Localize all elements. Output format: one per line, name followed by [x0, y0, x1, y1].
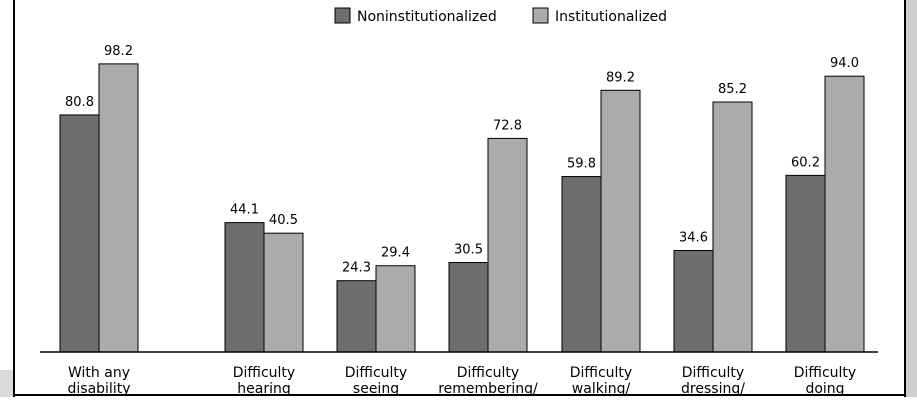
bar-noninstitutionalized-4 — [561, 176, 602, 353]
bar-institutionalized-5 — [712, 101, 753, 353]
data-label-noninstitutionalized-4: 59.8 — [567, 157, 596, 172]
legend-swatch-institutionalized — [532, 7, 549, 24]
bar-institutionalized-6 — [824, 75, 865, 353]
bar-noninstitutionalized-1 — [224, 222, 265, 353]
legend-swatch-noninstitutionalized — [334, 7, 351, 24]
data-label-noninstitutionalized-5: 34.6 — [679, 230, 708, 245]
data-label-institutionalized-2: 29.4 — [381, 246, 410, 261]
data-label-institutionalized-5: 85.2 — [718, 82, 747, 97]
bar-noninstitutionalized-2 — [336, 280, 377, 353]
data-label-institutionalized-6: 94.0 — [830, 56, 859, 71]
bar-institutionalized-0 — [98, 63, 139, 353]
data-label-institutionalized-0: 98.2 — [104, 44, 133, 59]
data-label-institutionalized-4: 89.2 — [606, 70, 635, 85]
bar-noninstitutionalized-5 — [673, 249, 714, 353]
x-tick-label-line: walking/ — [572, 381, 631, 397]
data-label-noninstitutionalized-2: 24.3 — [342, 261, 371, 276]
x-tick-label-line: With any — [68, 365, 130, 381]
data-labels-group: 80.8 98.2 44.1 40.5 24.3 29.4 30.5 72.8 59.8 89.2… — [65, 44, 859, 276]
data-label-noninstitutionalized-1: 44.1 — [230, 203, 259, 218]
bar-institutionalized-3 — [487, 137, 528, 353]
x-tick-label-line: Difficulty — [457, 365, 519, 381]
legend-label-noninstitutionalized: Noninstitutionalized — [357, 9, 497, 25]
x-tick-label-4: Difficulty walking/ — [570, 365, 632, 397]
x-tick-label-line: Difficulty — [345, 365, 407, 381]
bar-noninstitutionalized-6 — [785, 174, 826, 353]
x-tick-label-line: hearing — [237, 381, 290, 397]
x-tick-label-line: seeing — [353, 381, 399, 397]
x-tick-label-2: Difficulty seeing — [345, 365, 407, 397]
legend: Noninstitutionalized Institutionalized — [334, 7, 667, 25]
bar-institutionalized-2 — [375, 265, 416, 353]
bar-institutionalized-1 — [263, 232, 304, 353]
bar-noninstitutionalized-0 — [59, 114, 100, 353]
x-tick-label-1: Difficulty hearing — [233, 365, 295, 397]
x-tick-label-line: Difficulty — [233, 365, 295, 381]
legend-label-institutionalized: Institutionalized — [555, 9, 667, 25]
bar-institutionalized-4 — [600, 89, 641, 353]
bars-group — [59, 63, 865, 353]
x-tick-label-5: Difficulty dressing/ — [681, 365, 745, 397]
x-tick-label-line: disability — [68, 381, 131, 397]
x-tick-label-0: With any disability — [68, 365, 131, 397]
data-label-noninstitutionalized-6: 60.2 — [791, 155, 820, 170]
x-tick-label-line: Difficulty — [682, 365, 744, 381]
x-tick-label-line: doing — [805, 381, 844, 397]
x-tick-label-line: Difficulty — [570, 365, 632, 381]
x-tick-label-3: Difficulty remembering/ — [438, 365, 538, 397]
data-label-noninstitutionalized-3: 30.5 — [454, 243, 483, 258]
data-label-noninstitutionalized-0: 80.8 — [65, 95, 94, 110]
bottom-left-shade — [0, 370, 13, 397]
bar-noninstitutionalized-3 — [448, 262, 489, 353]
right-shade — [906, 0, 917, 397]
data-label-institutionalized-3: 72.8 — [493, 118, 522, 133]
data-label-institutionalized-1: 40.5 — [269, 213, 298, 228]
x-tick-label-6: Difficulty doing — [794, 365, 856, 397]
x-tick-label-line: remembering/ — [438, 381, 538, 397]
x-tick-label-line: Difficulty — [794, 365, 856, 381]
x-tick-label-line: dressing/ — [681, 381, 745, 397]
